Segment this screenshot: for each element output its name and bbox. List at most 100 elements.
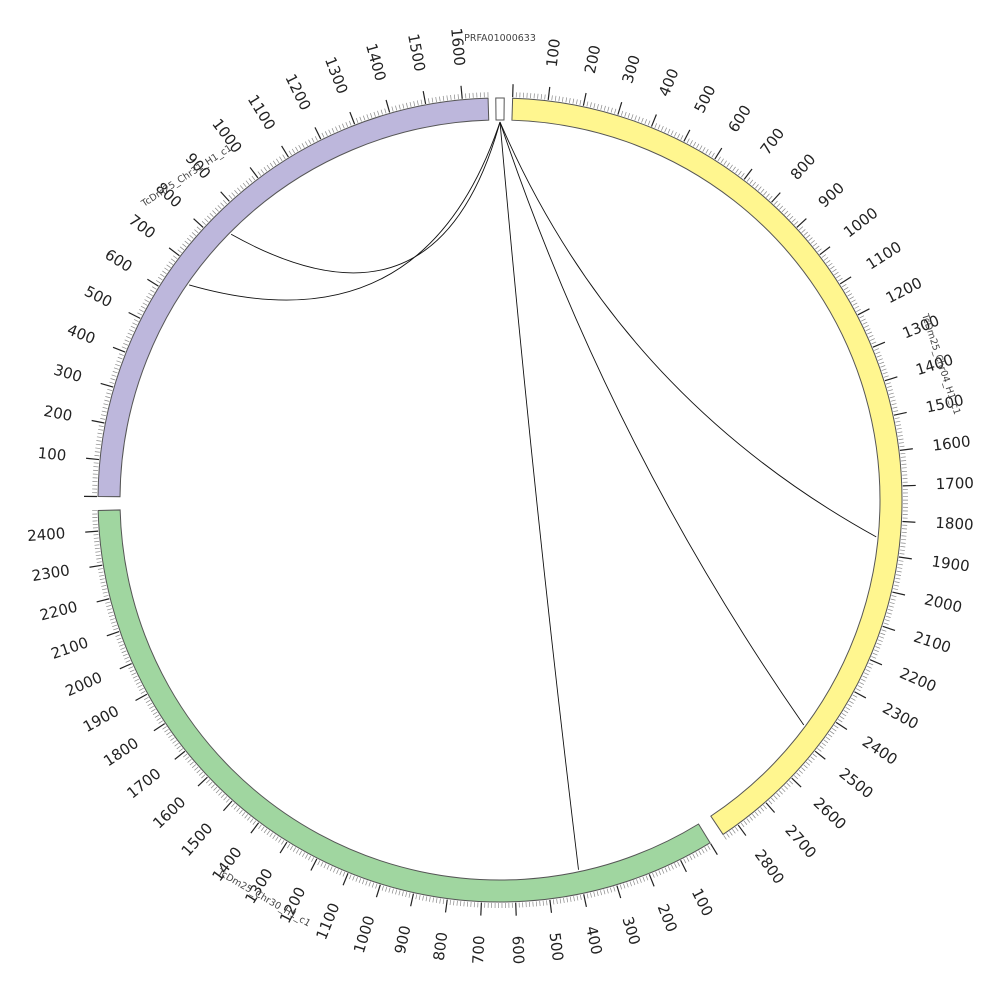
major-tick: [819, 246, 831, 256]
minor-tick: [355, 876, 358, 882]
minor-tick: [786, 782, 791, 787]
minor-tick: [127, 332, 133, 336]
minor-tick: [150, 289, 155, 293]
minor-tick: [132, 675, 138, 679]
minor-tick: [245, 180, 250, 185]
minor-tick: [96, 436, 102, 438]
minor-tick: [723, 160, 727, 166]
major-tick: [153, 723, 166, 732]
minor-tick: [810, 756, 815, 761]
minor-tick: [305, 853, 309, 859]
minor-tick: [187, 758, 192, 763]
minor-tick: [862, 321, 868, 325]
minor-tick: [752, 813, 756, 819]
major-tick: [85, 530, 99, 533]
minor-tick: [801, 767, 806, 772]
tick-label: 2200: [897, 664, 939, 696]
minor-tick: [791, 218, 796, 223]
minor-tick: [746, 177, 751, 182]
minor-tick: [781, 208, 786, 213]
minor-tick: [843, 710, 849, 714]
tick-label: 1100: [244, 91, 279, 133]
minor-tick: [897, 567, 903, 569]
minor-tick: [768, 195, 773, 201]
minor-tick: [139, 687, 144, 691]
minor-tick: [881, 368, 887, 371]
major-tick: [814, 750, 826, 760]
minor-tick: [610, 107, 613, 113]
minor-tick: [228, 194, 233, 200]
minor-tick: [182, 753, 188, 758]
minor-tick: [260, 826, 265, 832]
minor-tick: [140, 305, 146, 309]
minor-tick: [164, 728, 169, 733]
minor-tick: [702, 147, 706, 152]
minor-tick: [292, 847, 297, 852]
minor-tick: [899, 553, 905, 555]
minor-tick: [258, 824, 262, 830]
minor-tick: [402, 103, 405, 109]
minor-tick: [695, 852, 699, 857]
minor-tick: [362, 115, 366, 121]
major-tick: [582, 92, 587, 106]
minor-tick: [865, 669, 871, 672]
minor-tick: [244, 814, 249, 819]
minor-tick: [874, 348, 880, 351]
minor-tick: [701, 848, 705, 854]
minor-tick: [895, 574, 902, 576]
minor-tick: [435, 897, 438, 904]
minor-tick: [98, 429, 104, 431]
minor-tick: [109, 381, 115, 384]
minor-tick: [457, 94, 459, 100]
minor-tick: [888, 392, 894, 395]
minor-tick: [821, 742, 826, 747]
minor-tick: [540, 94, 542, 100]
minor-tick: [395, 889, 398, 895]
minor-tick: [415, 894, 418, 900]
minor-tick: [201, 221, 206, 225]
minor-tick: [776, 792, 781, 798]
major-tick: [279, 841, 288, 854]
minor-tick: [839, 716, 845, 720]
minor-tick: [252, 820, 257, 825]
tick-label: 1500: [404, 32, 429, 73]
minor-tick: [98, 425, 104, 427]
minor-tick: [242, 182, 247, 188]
minor-tick: [166, 264, 171, 268]
minor-tick: [115, 363, 121, 367]
major-tick: [119, 662, 132, 670]
minor-tick: [815, 245, 820, 250]
minor-tick: [321, 132, 325, 138]
minor-tick: [184, 240, 189, 245]
major-tick: [91, 419, 105, 424]
minor-tick: [139, 309, 144, 313]
minor-tick: [771, 797, 775, 802]
tick-label: 1900: [80, 702, 122, 736]
tick-label: 1000: [840, 204, 881, 242]
minor-tick: [603, 889, 606, 895]
major-tick: [106, 631, 120, 637]
tick-label: 2200: [38, 598, 79, 625]
minor-tick: [636, 879, 639, 885]
minor-tick: [442, 95, 445, 101]
minor-tick: [172, 740, 177, 744]
minor-tick: [898, 560, 904, 562]
minor-tick: [98, 571, 104, 574]
minor-tick: [358, 878, 362, 884]
tick-label: 1600: [149, 793, 189, 832]
minor-tick: [773, 200, 778, 205]
minor-tick: [825, 736, 831, 741]
minor-tick: [593, 891, 596, 897]
minor-tick: [124, 656, 130, 660]
minor-tick: [94, 454, 100, 457]
minor-tick: [596, 891, 599, 897]
minor-tick: [178, 748, 184, 752]
minor-tick: [149, 705, 154, 710]
major-tick: [86, 457, 100, 461]
minor-tick: [707, 845, 711, 850]
minor-tick: [812, 753, 818, 758]
minor-tick: [144, 299, 150, 303]
minor-tick: [298, 850, 303, 856]
minor-tick: [266, 830, 271, 836]
